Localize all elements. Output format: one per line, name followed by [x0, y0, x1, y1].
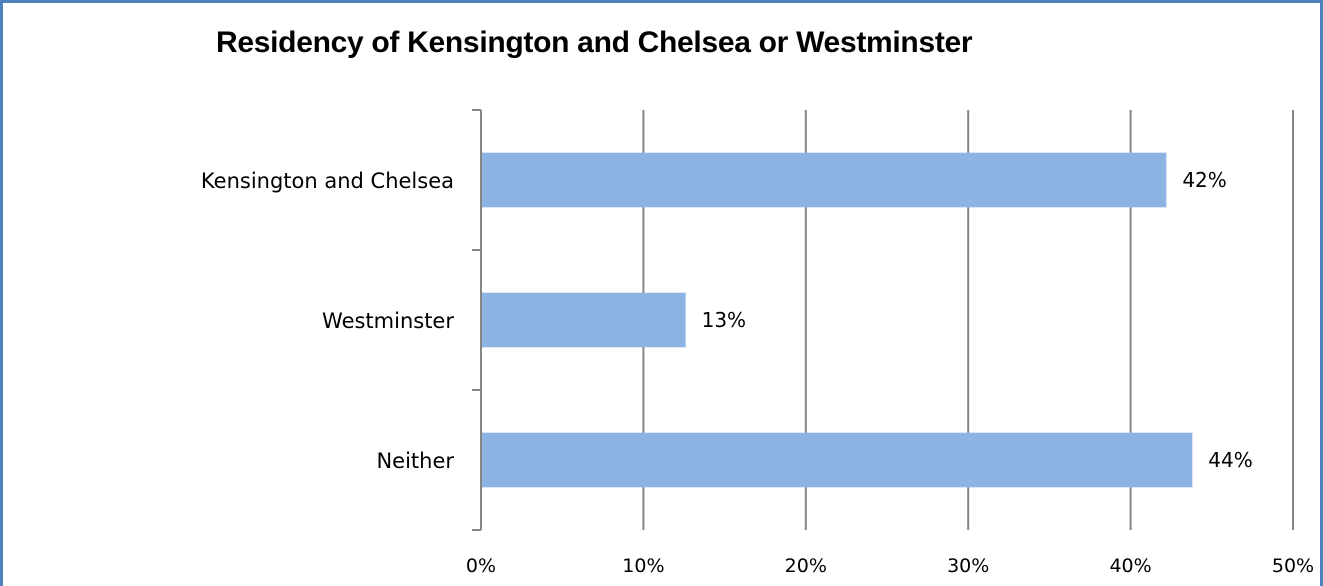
x-tick-labels: 0% 10% 20% 30% 40% 50% — [466, 555, 1314, 577]
bars — [482, 152, 1193, 488]
bar — [482, 432, 1193, 488]
data-label: 13% — [702, 308, 746, 332]
x-tick-label: 30% — [947, 555, 989, 577]
data-labels: 42% 13% 44% — [702, 168, 1253, 472]
bar — [482, 292, 686, 348]
chart-title: Residency of Kensington and Chelsea or W… — [216, 26, 973, 59]
category-axis — [472, 109, 482, 531]
category-label: Kensington and Chelsea — [201, 169, 454, 193]
x-tick-label: 0% — [466, 555, 496, 577]
x-tick-label: 20% — [785, 555, 827, 577]
x-tick-label: 40% — [1109, 555, 1151, 577]
category-label: Neither — [376, 449, 454, 473]
data-label: 42% — [1182, 168, 1226, 192]
bar — [482, 152, 1167, 208]
data-label: 44% — [1208, 448, 1252, 472]
x-tick-label: 10% — [622, 555, 664, 577]
x-tick-label: 50% — [1272, 555, 1314, 577]
category-labels: Kensington and Chelsea Westminster Neither — [201, 169, 454, 473]
category-label: Westminster — [322, 309, 454, 333]
